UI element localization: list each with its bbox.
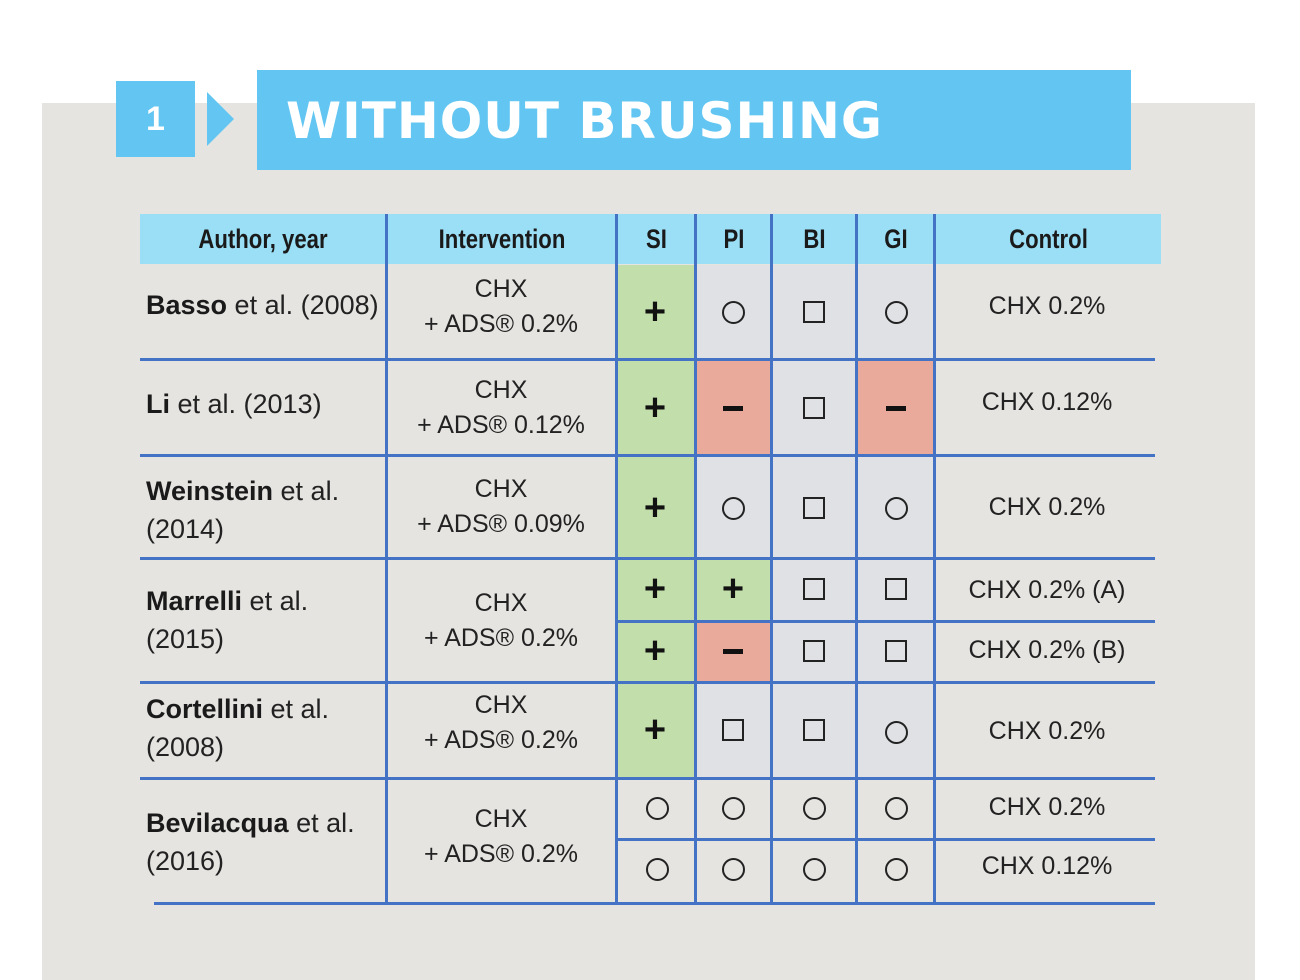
control-cell: CHX 0.2% [988, 292, 1106, 320]
intervention-cell: CHX + ADS® 0.12% [417, 376, 585, 439]
circle-icon [713, 292, 753, 332]
circle-icon [794, 849, 834, 889]
circle-icon [637, 849, 677, 889]
control-cell: CHX 0.12% [981, 852, 1113, 880]
si-positive-fill [618, 265, 695, 777]
circle-icon [794, 788, 834, 828]
square-icon [794, 710, 834, 750]
minus-icon [713, 388, 753, 428]
intervention-cell: CHX + ADS® 0.2% [424, 691, 578, 754]
plus-icon: + [721, 568, 745, 610]
circle-icon [876, 788, 916, 828]
intervention-cell: CHX + ADS® 0.2% [424, 275, 578, 338]
table-header-row [140, 214, 1161, 264]
intervention-cell: CHX + ADS® 0.09% [417, 475, 585, 538]
plus-icon: + [643, 568, 667, 610]
author-cell: Weinstein et al. (2014) [146, 476, 340, 544]
pi-positive-fill [697, 559, 771, 620]
control-cell: CHX 0.2% [988, 717, 1106, 745]
row-divider [140, 557, 1155, 560]
row-divider [140, 454, 1155, 457]
intervention-cell: CHX + ADS® 0.2% [424, 805, 578, 868]
circle-icon [637, 788, 677, 828]
square-icon [794, 388, 834, 428]
header-si: SI [646, 223, 667, 254]
plus-icon: + [643, 291, 667, 333]
row-subdivider [617, 620, 1155, 623]
square-icon [794, 569, 834, 609]
table-bottom-rule [154, 902, 1155, 905]
author-cell: Marrelli et al. (2015) [146, 586, 309, 654]
header-pi: PI [723, 223, 745, 254]
bi-neutral-fill [773, 265, 856, 777]
arrow-right-icon [207, 92, 234, 146]
author-cell: Basso et al. (2008) [146, 290, 379, 320]
row-subdivider [617, 838, 1155, 841]
author-cell: Cortellini et al. (2008) [146, 694, 330, 762]
square-icon [876, 631, 916, 671]
plus-icon: + [643, 630, 667, 672]
circle-icon [876, 712, 916, 752]
section-title: WITHOUT BRUSHING [286, 92, 883, 150]
circle-icon [713, 849, 753, 889]
circle-icon [713, 488, 753, 528]
intervention-cell: CHX + ADS® 0.2% [424, 589, 578, 652]
header-bi: BI [803, 223, 826, 254]
pi-cell-fill [697, 683, 771, 777]
circle-icon [876, 292, 916, 332]
plus-icon: + [643, 709, 667, 751]
author-cell: Li et al. (2013) [146, 389, 322, 419]
row-divider [140, 777, 1155, 780]
row-divider [140, 681, 1155, 684]
minus-icon [876, 388, 916, 428]
author-cell: Bevilacqua et al. (2016) [146, 808, 355, 876]
circle-icon [876, 849, 916, 889]
control-cell: CHX 0.12% [981, 388, 1113, 416]
section-number: 1 [116, 81, 195, 157]
circle-icon [876, 488, 916, 528]
control-cell: CHX 0.2% (A) [968, 576, 1126, 604]
plus-icon: + [643, 387, 667, 429]
plus-icon: + [643, 487, 667, 529]
square-icon [794, 292, 834, 332]
square-icon [876, 569, 916, 609]
header-gi: GI [884, 223, 908, 254]
header-author: Author, year [198, 223, 328, 254]
square-icon [713, 710, 753, 750]
header-intervention: Intervention [438, 223, 566, 254]
square-icon [794, 631, 834, 671]
section-title-banner: WITHOUT BRUSHING [257, 70, 1131, 170]
circle-icon [713, 788, 753, 828]
row-divider [140, 358, 1155, 361]
control-cell: CHX 0.2% (B) [968, 636, 1126, 664]
control-cell: CHX 0.2% [988, 793, 1106, 821]
header-control: Control [1009, 223, 1088, 254]
control-cell: CHX 0.2% [988, 493, 1106, 521]
square-icon [794, 488, 834, 528]
minus-icon [713, 631, 753, 671]
